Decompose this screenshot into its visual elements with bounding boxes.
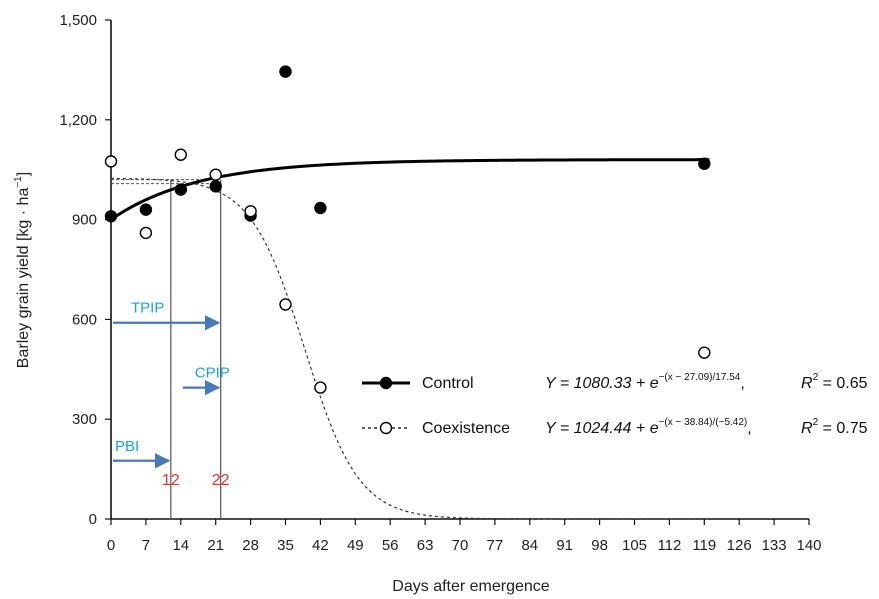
x-tick-label: 133 <box>762 537 787 554</box>
r2-superscript: 2 <box>813 417 819 428</box>
data-point-coexistence <box>244 205 257 218</box>
legend-marker-control <box>379 376 393 390</box>
x-tick-label: 91 <box>556 537 573 554</box>
x-tick-label: 119 <box>692 537 716 554</box>
fit-curve-coexistence <box>110 177 710 520</box>
vertical-marker-label: 12 <box>162 472 180 489</box>
y-tick-label: 1,200 <box>59 112 97 129</box>
data-point-coexistence <box>698 346 711 359</box>
data-point-control <box>698 157 711 170</box>
data-point-coexistence <box>174 148 188 161</box>
data-point-coexistence <box>104 155 118 168</box>
x-tick-label: 70 <box>452 537 469 554</box>
legend-equation-coexistence: Y = 1024.44 + e−(x − 38.84)/(−5.42), <box>545 417 752 437</box>
data-points <box>104 65 711 394</box>
arrow-label-pbi: PBI <box>115 438 139 455</box>
data-point-control <box>279 65 292 78</box>
x-tick-label: 42 <box>312 537 329 554</box>
legend-equation-control: Y = 1080.33 + e−(x − 27.09)/17.54, <box>545 372 745 392</box>
data-point-coexistence <box>139 226 153 240</box>
legend-r2-coexistence: R2 = 0.75 <box>801 417 868 437</box>
x-axis-title: Days after emergence <box>392 578 550 595</box>
x-tick-label: 28 <box>242 537 259 554</box>
r2-symbol: R <box>801 420 813 437</box>
y-axis-title: Barley grain yield [kg · ha−1] <box>13 172 32 368</box>
x-tick-label: 7 <box>142 537 150 554</box>
equation-exponent: −(x − 27.09)/17.54 <box>659 372 741 383</box>
y-tick-label: 0 <box>89 511 97 528</box>
y-tick-label: 300 <box>72 411 97 428</box>
fit-curve-control <box>110 158 710 221</box>
equation-main: Y = 1024.44 + e <box>545 420 659 437</box>
x-tick-label: 112 <box>657 537 681 554</box>
data-point-control <box>314 201 327 215</box>
equation-main: Y = 1080.33 + e <box>545 375 659 392</box>
x-tick-label: 105 <box>622 537 647 554</box>
data-point-coexistence <box>314 381 327 394</box>
equation-comma: , <box>747 420 751 437</box>
x-tick-label: 98 <box>591 537 608 554</box>
legend-marker-coexistence <box>379 421 393 435</box>
arrow-label-cpip: CPIP <box>195 365 230 382</box>
data-point-coexistence <box>279 298 292 311</box>
legend-r2-control: R2 = 0.65 <box>801 372 868 392</box>
tick-labels: 0 7 14 21 28 35 42 49 56 63 70 77 84 91 98 105 112 119 126… <box>59 12 821 554</box>
x-tick-label: 21 <box>207 537 224 554</box>
r2-value: = 0.75 <box>818 420 867 437</box>
data-point-coexistence <box>209 168 222 181</box>
x-tick-label: 140 <box>796 537 821 554</box>
arrow-label-tpip: TPIP <box>131 300 164 317</box>
annotations: 12 22 TPIP CPIP PBI <box>113 300 230 489</box>
y-tick-label: 1,500 <box>59 12 97 29</box>
data-point-control <box>104 210 118 223</box>
x-tick-label: 0 <box>107 537 115 554</box>
equation-exponent: −(x − 38.84)/(−5.42) <box>659 417 748 428</box>
x-tick-label: 49 <box>347 537 364 554</box>
x-tick-label: 56 <box>382 537 399 554</box>
data-point-control <box>209 180 222 193</box>
fit-curves <box>110 158 710 520</box>
r2-symbol: R <box>801 375 813 392</box>
legend-label-coexistence: Coexistence <box>422 420 510 437</box>
x-tick-label: 14 <box>172 537 189 554</box>
legend: Control Y = 1080.33 + e−(x − 27.09)/17.54… <box>362 372 868 437</box>
data-point-control <box>174 183 188 196</box>
r2-value: = 0.65 <box>818 375 867 392</box>
y-tick-label: 900 <box>72 212 97 229</box>
data-point-control <box>139 203 153 216</box>
x-tick-label: 63 <box>417 537 434 554</box>
y-tick-label: 600 <box>72 311 97 328</box>
r2-superscript: 2 <box>813 372 819 383</box>
vertical-marker-label: 22 <box>212 472 230 489</box>
reference-lines <box>111 179 222 519</box>
x-tick-label: 77 <box>487 537 504 554</box>
axes <box>105 19 810 525</box>
x-tick-label: 35 <box>277 537 294 554</box>
x-tick-label: 126 <box>727 537 752 554</box>
x-tick-label: 84 <box>521 537 538 554</box>
legend-label-control: Control <box>422 375 474 392</box>
equation-comma: , <box>740 375 744 392</box>
